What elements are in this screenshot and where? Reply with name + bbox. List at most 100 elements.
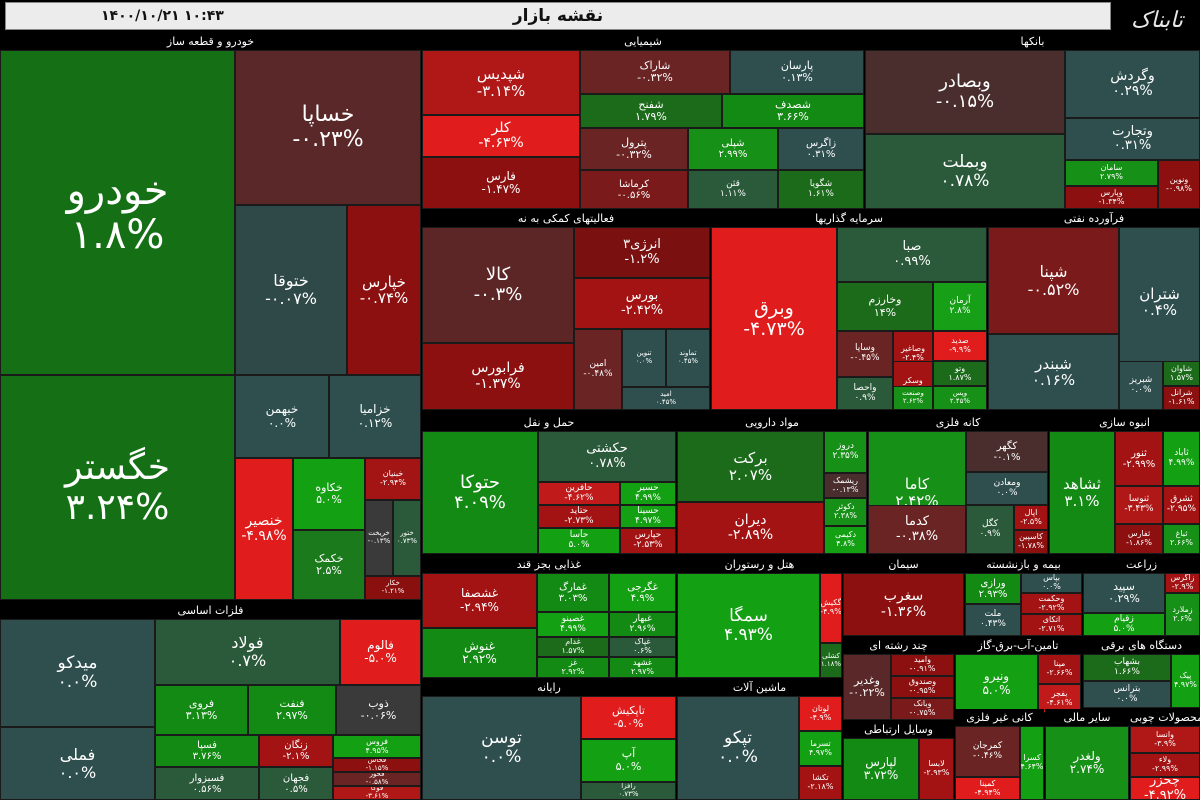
stock-tile[interactable]: دروز ۲.۳۵% xyxy=(824,431,867,473)
stock-tile[interactable]: گکیش -۴.۹% xyxy=(820,573,842,643)
stock-tile[interactable]: دکیمی ۴.۸% xyxy=(824,526,867,554)
stock-tile[interactable]: حسیر ۴.۹۹% xyxy=(620,482,676,505)
stock-tile[interactable]: غمارگ ۳.۰۳% xyxy=(537,573,609,612)
stock-tile[interactable]: آپ ۵.۰% xyxy=(581,739,676,782)
stock-tile[interactable]: فخوز -۰.۵۸% xyxy=(333,772,421,786)
stock-tile[interactable]: بترانس ۰.۰% xyxy=(1083,681,1171,708)
stock-tile[interactable]: فوکا -۳.۶۱% xyxy=(333,786,421,800)
stock-tile[interactable]: تپکو ۰.۰% xyxy=(677,696,799,800)
stock-tile[interactable]: شپلی ۲.۹۹% xyxy=(688,128,778,170)
stock-tile[interactable]: غشصفا -۲.۹۴% xyxy=(422,573,537,628)
stock-tile[interactable]: غنوش ۲.۹۲% xyxy=(422,628,537,678)
stock-tile[interactable]: ختور ۰.۷۳% xyxy=(393,500,421,576)
stock-tile[interactable]: شبندر ۰.۱۶% xyxy=(988,334,1119,410)
stock-tile[interactable]: وصنعت ۲.۶۲% xyxy=(893,386,933,410)
stock-tile[interactable]: کرماشا -۰.۵۶% xyxy=(580,170,688,209)
stock-tile[interactable]: کسرا ۴.۶۴% xyxy=(1020,726,1044,800)
stock-tile[interactable]: ملت ۰.۴۳% xyxy=(965,604,1021,636)
stock-tile[interactable]: ثشاهد ۳.۱% xyxy=(1049,431,1115,554)
stock-tile[interactable]: فروس ۴.۹۵% xyxy=(333,735,421,758)
stock-tile[interactable]: سغرب -۱.۳۶% xyxy=(843,573,964,636)
stock-tile[interactable]: کالا -۰.۳% xyxy=(422,227,574,343)
stock-tile[interactable]: سپید ۰.۲۹% xyxy=(1083,573,1165,613)
stock-tile[interactable]: فالوم -۵.۰% xyxy=(340,619,421,685)
stock-tile[interactable]: وغدیر -۰.۲۲% xyxy=(843,654,891,720)
stock-tile[interactable]: شاراک -۰.۳۲% xyxy=(580,50,730,94)
stock-tile[interactable]: ثشرق -۲.۹۵% xyxy=(1163,486,1200,524)
stock-tile[interactable]: غدام ۱.۵۷% xyxy=(537,637,609,657)
stock-tile[interactable]: زاگرس ۰.۳۱% xyxy=(778,128,864,170)
stock-tile[interactable]: ثفارس -۱.۸۶% xyxy=(1115,524,1163,554)
stock-tile[interactable]: غز ۲.۹۲% xyxy=(537,657,609,678)
stock-tile[interactable]: زقیام ۵.۰% xyxy=(1083,613,1165,636)
stock-tile[interactable]: پترول -۰.۳۲% xyxy=(580,128,688,170)
stock-tile[interactable]: وتو ۱.۸۷% xyxy=(933,361,987,386)
stock-tile[interactable]: فجهان ۰.۵% xyxy=(259,767,333,800)
stock-tile[interactable]: زاگرس -۲.۹% xyxy=(1165,573,1200,593)
stock-tile[interactable]: ثنوسا -۳.۴۳% xyxy=(1115,486,1163,524)
stock-tile[interactable]: خکاوه ۵.۰% xyxy=(293,458,365,530)
stock-tile[interactable]: شرانل -۱.۶۱% xyxy=(1163,386,1200,410)
stock-tile[interactable]: ختوقا -۰.۰۷% xyxy=(235,205,347,375)
stock-tile[interactable]: وانسا -۳.۹% xyxy=(1130,726,1200,753)
stock-tile[interactable]: تاپکیش -۵.۰% xyxy=(581,696,676,739)
stock-tile[interactable]: برکت ۲.۰۷% xyxy=(677,431,824,502)
stock-tile[interactable]: چخزر -۴.۹۲% xyxy=(1130,777,1200,800)
stock-tile[interactable]: ونوین -۰.۹۸% xyxy=(1158,160,1200,209)
stock-tile[interactable]: سمگا ۴.۹۳% xyxy=(677,573,820,678)
stock-tile[interactable]: غگرجی ۴.۹% xyxy=(609,573,676,612)
stock-tile[interactable]: ریشمک -۰.۱۳% xyxy=(824,473,867,498)
stock-tile[interactable]: خودرو ۱.۸% xyxy=(0,50,235,375)
stock-tile[interactable]: صدید -۹.۹% xyxy=(933,331,987,361)
stock-tile[interactable]: فنفت ۲.۹۷% xyxy=(248,685,336,735)
stock-tile[interactable]: ذوب -۰.۰۶% xyxy=(336,685,421,735)
stock-tile[interactable]: پارسان ۰.۱۳% xyxy=(730,50,864,94)
stock-tile[interactable]: شگویا ۱.۶۱% xyxy=(778,170,864,209)
stock-tile[interactable]: ثاباد ۴.۹۹% xyxy=(1163,431,1200,486)
stock-tile[interactable]: وگردش ۰.۲۹% xyxy=(1065,50,1200,118)
stock-tile[interactable]: خکار -۱.۲۱% xyxy=(365,576,421,600)
stock-tile[interactable]: اتکای -۲.۷۱% xyxy=(1021,614,1082,636)
stock-tile[interactable]: وبرق -۴.۷۳% xyxy=(711,227,837,410)
stock-tile[interactable]: ومعادن ۰.۰% xyxy=(966,472,1048,505)
stock-tile[interactable]: دکوثر ۲.۳۸% xyxy=(824,498,867,526)
stock-tile[interactable]: کدما -۰.۳۸% xyxy=(868,505,966,554)
stock-tile[interactable]: زملارد ۲.۶% xyxy=(1165,593,1200,636)
stock-tile[interactable]: زنگان -۲.۱% xyxy=(259,735,333,767)
stock-tile[interactable]: تنوین ۰.۰% xyxy=(622,329,666,387)
stock-tile[interactable]: شتران ۰.۴% xyxy=(1119,227,1200,377)
stock-tile[interactable]: غصینو ۴.۹۹% xyxy=(537,612,609,637)
stock-tile[interactable]: مپنا -۲.۶۶% xyxy=(1038,654,1081,684)
stock-tile[interactable]: امید ۰.۴۵% xyxy=(622,387,710,410)
stock-tile[interactable]: فولاد ۰.۷% xyxy=(155,619,340,685)
stock-tile[interactable]: خکمک ۲.۵% xyxy=(293,530,365,600)
stock-tile[interactable]: کمرجان -۰.۴۶% xyxy=(955,726,1020,777)
stock-tile[interactable]: فسبزوار ۰.۵۶% xyxy=(155,767,259,800)
stock-tile[interactable]: حآفرین -۴.۶۲% xyxy=(538,482,620,505)
stock-tile[interactable]: سامان ۲.۷۹% xyxy=(1065,160,1158,186)
stock-tile[interactable]: شپنا -۰.۵۲% xyxy=(988,227,1119,334)
stock-tile[interactable]: فملی ۰.۰% xyxy=(0,727,155,800)
stock-tile[interactable]: ثنور -۲.۹۹% xyxy=(1115,431,1163,486)
stock-tile[interactable]: فارس -۱.۴۷% xyxy=(422,157,580,209)
stock-tile[interactable]: وتجارت ۰.۳۱% xyxy=(1065,118,1200,160)
stock-tile[interactable]: کمینا -۴.۹۴% xyxy=(955,777,1020,800)
stock-tile[interactable]: حآسا ۵.۰% xyxy=(538,528,620,554)
stock-tile[interactable]: وصندوق -۰.۹۵% xyxy=(891,676,954,698)
stock-tile[interactable]: خپارس -۰.۷۴% xyxy=(347,205,421,375)
stock-tile[interactable]: شاوان ۱.۵۷% xyxy=(1163,361,1200,386)
stock-tile[interactable]: وخارزم ۱۴% xyxy=(837,282,933,331)
stock-tile[interactable]: امین -۰.۴۸% xyxy=(574,329,622,410)
stock-tile[interactable]: ونیرو ۵.۰% xyxy=(955,654,1038,713)
stock-tile[interactable]: میدکو ۰.۰% xyxy=(0,619,155,727)
stock-tile[interactable]: صبا ۰.۹۹% xyxy=(837,227,987,282)
stock-tile[interactable]: بورس -۲.۴۲% xyxy=(574,278,710,329)
stock-tile[interactable]: کاسپین -۱.۷۸% xyxy=(1014,530,1048,554)
stock-tile[interactable]: غپاک ۰.۶% xyxy=(609,637,676,657)
stock-tile[interactable]: وساپا -۰.۴۵% xyxy=(837,331,893,377)
stock-tile[interactable]: وپس ۲.۴۵% xyxy=(933,386,987,410)
stock-tile[interactable]: خساپا -۰.۲۳% xyxy=(235,50,421,205)
stock-tile[interactable]: تسرما ۴.۹۷% xyxy=(799,731,842,766)
stock-tile[interactable]: بپاس ۰.۰% xyxy=(1021,573,1082,593)
stock-tile[interactable]: حکشتی ۰.۷۸% xyxy=(538,431,676,482)
